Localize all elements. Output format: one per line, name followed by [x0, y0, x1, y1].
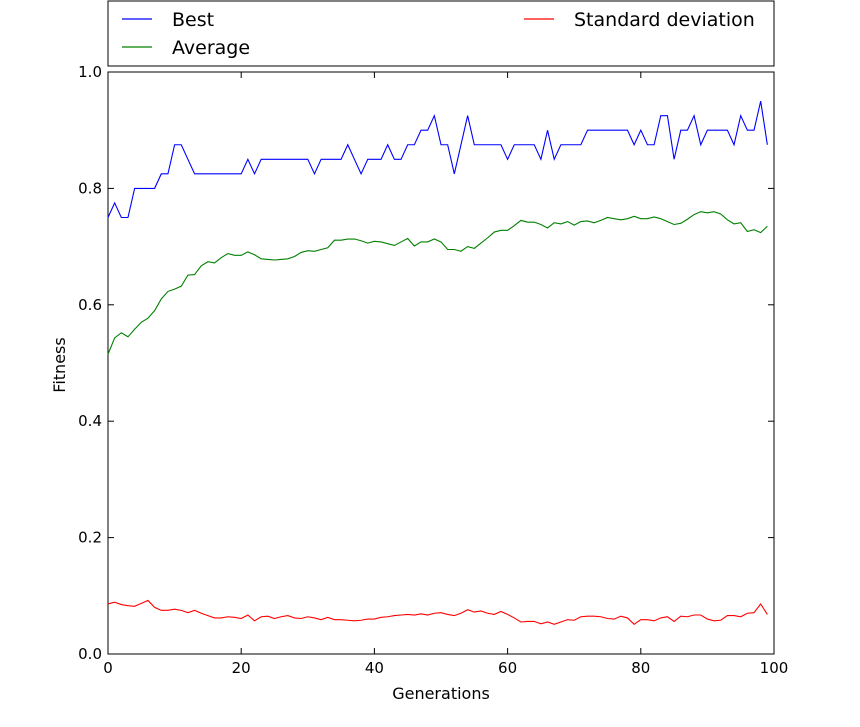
x-axis-title: Generations [392, 684, 490, 703]
legend-frame [107, 0, 775, 67]
x-tick-label: 20 [232, 659, 251, 677]
y-tick-label: 1.0 [78, 63, 102, 81]
y-axis-title: Fitness [50, 337, 69, 392]
legend-label-best: Best [172, 9, 214, 31]
series-line-average [107, 211, 768, 355]
y-tick-label: 0.4 [78, 412, 102, 430]
y-axis-ticks: 0.0 0.2 0.4 0.6 0.8 1.0 [78, 63, 774, 663]
series-line-standard-deviation [107, 599, 768, 626]
y-tick-label: 0.2 [78, 529, 102, 547]
y-tick-label: 0.6 [78, 296, 102, 314]
x-tick-label: 100 [760, 659, 789, 677]
series-line-best [107, 100, 768, 219]
legend-label-average: Average [172, 37, 250, 59]
plot-area: 0 20 40 60 80 100 0.0 0.2 0.4 0.6 0.8 1.0 [78, 63, 788, 677]
plot-frame [107, 71, 775, 655]
legend: Best Average Standard deviation [107, 0, 775, 67]
x-tick-label: 60 [498, 659, 517, 677]
y-tick-label: 0.8 [78, 179, 102, 197]
series-layer [107, 100, 768, 626]
x-tick-label: 80 [631, 659, 650, 677]
x-axis-ticks: 0 20 40 60 80 100 [103, 72, 788, 677]
y-tick-label: 0.0 [78, 645, 102, 663]
legend-label-standard-deviation: Standard deviation [574, 9, 755, 31]
x-tick-label: 40 [365, 659, 384, 677]
x-tick-label: 0 [103, 659, 113, 677]
